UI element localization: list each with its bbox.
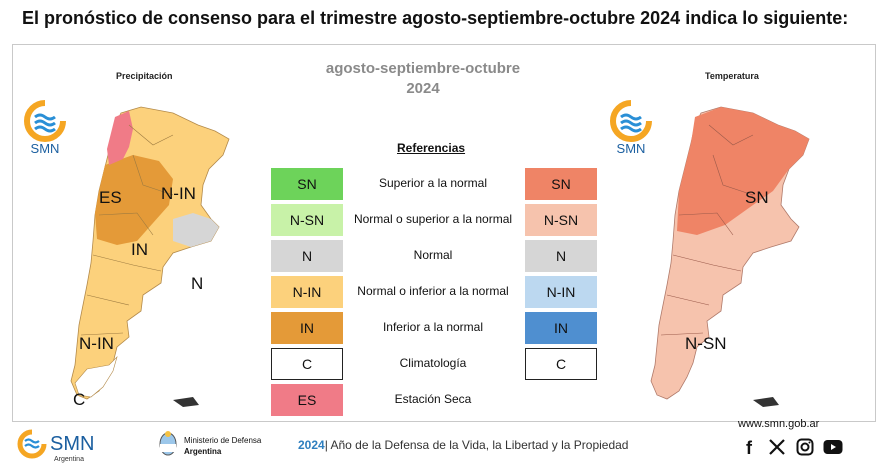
footer-motto: 2024| Año de la Defensa de la Vida, la L… xyxy=(298,438,628,452)
ministry-country: Argentina xyxy=(184,447,222,456)
legend-precip-n: N xyxy=(271,240,343,272)
x-icon[interactable] xyxy=(768,438,786,461)
footer-motto-text: | Año de la Defensa de la Vida, la Liber… xyxy=(324,438,629,452)
period-months: agosto-septiembre-octubre xyxy=(325,60,521,77)
ministry-name: Ministerio de Defensa xyxy=(184,436,262,445)
legend-temp-sn: SN xyxy=(525,168,597,200)
precipitation-label-n: N xyxy=(191,274,203,293)
website-link[interactable]: www.smn.gob.ar xyxy=(738,418,820,430)
legend-label-normal-superior: Normal o superior a la normal xyxy=(353,212,513,226)
precipitation-label-c: C xyxy=(73,390,85,409)
precipitation-map-title: Precipitación xyxy=(116,71,173,81)
legend-temp-n-sn: N-SN xyxy=(525,204,597,236)
legend-label-estacion-seca: Estación Seca xyxy=(394,392,472,406)
legend-temp-n-in: N-IN xyxy=(525,276,597,308)
smn-logo-text: SMN xyxy=(31,141,60,155)
ministry-emblem-icon xyxy=(158,430,178,463)
legend-label-superior: Superior a la normal xyxy=(378,176,488,190)
footer-smn-logo: SMN Argentina xyxy=(16,428,106,469)
footer-smn-text: SMN xyxy=(50,433,94,455)
legend-precip-in: IN xyxy=(271,312,343,344)
footer-smn-subtitle: Argentina xyxy=(54,456,84,463)
legend-temp-in: IN xyxy=(525,312,597,344)
facebook-icon[interactable]: f xyxy=(746,438,752,458)
temperature-label-n-sn: N-SN xyxy=(685,334,727,353)
legend-label-climatologia: Climatología xyxy=(399,356,467,370)
legend-precip-sn: SN xyxy=(271,168,343,200)
instagram-icon[interactable] xyxy=(796,438,814,461)
forecast-panel: agosto-septiembre-octubre 2024 Precipita… xyxy=(12,44,876,422)
forecast-period: agosto-septiembre-octubre 2024 xyxy=(313,59,533,99)
precipitation-label-n-in-south: N-IN xyxy=(79,334,114,353)
references-title: Referencias xyxy=(397,141,466,155)
period-year: 2024 xyxy=(406,80,440,97)
smn-logo-icon: SMN Argentina xyxy=(17,429,94,463)
legend-label-normal: Normal xyxy=(413,248,453,262)
smn-logo-icon: SMN xyxy=(23,99,67,160)
legend-precip-es: ES xyxy=(271,384,343,416)
page-headline: El pronóstico de consenso para el trimes… xyxy=(22,8,849,28)
footer-year: 2024 xyxy=(298,438,325,452)
smn-logo-icon: SMN xyxy=(609,99,653,160)
temperature-map: SN N-SN xyxy=(650,106,810,407)
ministry-text: Ministerio de Defensa Argentina xyxy=(184,435,261,457)
precipitation-map: ES N-IN IN N N-IN C xyxy=(70,106,230,409)
temperature-map-title: Temperatura xyxy=(705,71,759,81)
youtube-icon[interactable] xyxy=(823,439,843,460)
precipitation-label-n-in-north: N-IN xyxy=(161,184,196,203)
legend-precip-n-in: N-IN xyxy=(271,276,343,308)
legend-precip-c: C xyxy=(271,348,343,380)
legend-temp-n: N xyxy=(525,240,597,272)
legend-temp-c: C xyxy=(525,348,597,380)
legend-label-inferior: Inferior a la normal xyxy=(382,320,484,334)
temperature-label-sn: SN xyxy=(745,188,769,207)
smn-logo-text: SMN xyxy=(617,141,646,155)
precipitation-label-in: IN xyxy=(131,240,148,259)
precipitation-label-es: ES xyxy=(99,188,122,207)
legend-label-normal-inferior: Normal o inferior a la normal xyxy=(357,284,509,298)
legend-precip-n-sn: N-SN xyxy=(271,204,343,236)
